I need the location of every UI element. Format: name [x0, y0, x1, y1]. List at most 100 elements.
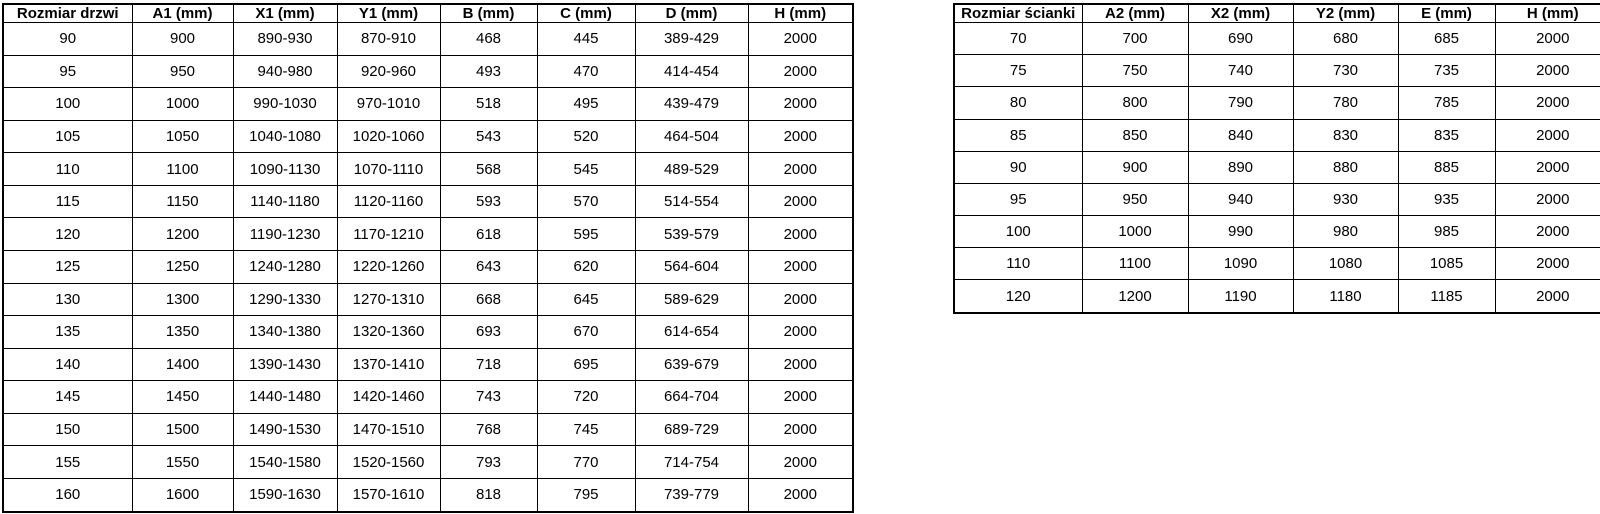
table-cell: 1200	[131, 217, 234, 251]
table-cell: 545	[536, 152, 636, 186]
table-cell: 2000	[747, 445, 854, 479]
table-cell: 620	[536, 249, 636, 284]
table-cell: 110	[2, 152, 133, 186]
table-cell: 445	[536, 22, 636, 56]
table-cell: 900	[131, 22, 234, 56]
table-cell: 614-654	[634, 315, 749, 349]
table-row: 150 1500 1490-1530 1470-1510 768 745 689-729 20…	[2, 412, 854, 447]
table-cell: 2000	[747, 87, 854, 121]
table-cell: 1170-1210	[336, 217, 441, 251]
table-cell: 1220-1260	[336, 249, 441, 284]
table-cell: 1340-1380	[232, 315, 338, 349]
table-cell: 1540-1580	[232, 445, 338, 479]
table-row: 160 1600 1590-1630 1570-1610 818 795 739-779 20…	[2, 477, 854, 513]
table-row: 145 1450 1440-1480 1420-1460 743 720 664-704 20…	[2, 380, 854, 414]
table-cell: 130	[2, 282, 133, 317]
table-cell: 595	[536, 217, 636, 251]
table-cell: 980	[1292, 215, 1399, 249]
table-cell: 414-454	[634, 54, 749, 89]
table-cell: 1350	[131, 315, 234, 349]
table-cell: 2000	[1494, 215, 1600, 249]
column-header: X1 (mm)	[232, 3, 338, 23]
table-cell: 1300	[131, 282, 234, 317]
table-cell: 2000	[747, 282, 854, 317]
table-cell: 543	[439, 119, 538, 154]
table-cell: 564-604	[634, 249, 749, 284]
table-cell: 1200	[1081, 279, 1189, 314]
table-cell: 830	[1292, 118, 1399, 152]
table-cell: 155	[2, 445, 133, 479]
table-cell: 464-504	[634, 119, 749, 154]
table-cell: 389-429	[634, 22, 749, 56]
table-cell: 145	[2, 380, 133, 414]
table-row: 95 950 940 930 935 2000	[953, 182, 1600, 217]
table-cell: 850	[1081, 118, 1189, 152]
table-cell: 885	[1397, 150, 1496, 184]
table-cell: 695	[536, 347, 636, 382]
column-header: B (mm)	[439, 3, 538, 23]
table-row: 135 1350 1340-1380 1320-1360 693 670 614-654 20…	[2, 315, 854, 349]
table-cell: 2000	[1494, 150, 1600, 184]
table-cell: 890-930	[232, 22, 338, 56]
table-cell: 668	[439, 282, 538, 317]
table-cell: 539-579	[634, 217, 749, 251]
table-cell: 1120-1160	[336, 184, 441, 219]
table-cell: 880	[1292, 150, 1399, 184]
column-header: H (mm)	[1494, 3, 1600, 23]
table-cell: 100	[2, 87, 133, 121]
door-table-body: 90 900 890-930 870-910 468 445 389-429 2000 95 95…	[2, 22, 854, 513]
table-cell: 2000	[747, 315, 854, 349]
table-cell: 1550	[131, 445, 234, 479]
table-cell: 743	[439, 380, 538, 414]
table-cell: 770	[536, 445, 636, 479]
table-cell: 1290-1330	[232, 282, 338, 317]
table-cell: 2000	[1494, 182, 1600, 217]
table-cell: 1420-1460	[336, 380, 441, 414]
table-cell: 670	[536, 315, 636, 349]
table-row: 110 1100 1090 1080 1085 2000	[953, 247, 1600, 281]
table-cell: 643	[439, 249, 538, 284]
table-cell: 714-754	[634, 445, 749, 479]
table-cell: 90	[2, 22, 133, 56]
table-cell: 970-1010	[336, 87, 441, 121]
table-cell: 110	[953, 247, 1083, 281]
table-cell: 1000	[1081, 215, 1189, 249]
table-cell: 150	[2, 412, 133, 447]
table-row: 90 900 890-930 870-910 468 445 389-429 2000	[2, 22, 854, 56]
table-cell: 1370-1410	[336, 347, 441, 382]
table-cell: 1590-1630	[232, 477, 338, 513]
table-cell: 664-704	[634, 380, 749, 414]
table-cell: 1520-1560	[336, 445, 441, 479]
table-cell: 2000	[747, 184, 854, 219]
table-row: 140 1400 1390-1430 1370-1410 718 695 639-679 20…	[2, 347, 854, 382]
table-cell: 120	[953, 279, 1083, 314]
door-size-table: Rozmiar drzwi A1 (mm) X1 (mm) Y1 (mm) B (mm)…	[2, 3, 854, 513]
column-header: A2 (mm)	[1081, 3, 1189, 23]
table-cell: 1090-1130	[232, 152, 338, 186]
table-cell: 1180	[1292, 279, 1399, 314]
table-cell: 990	[1187, 215, 1294, 249]
table-cell: 2000	[747, 119, 854, 154]
table-row: 130 1300 1290-1330 1270-1310 668 645 589-629 20…	[2, 282, 854, 317]
table-cell: 493	[439, 54, 538, 89]
table-cell: 1000	[131, 87, 234, 121]
table-cell: 95	[953, 182, 1083, 217]
table-cell: 985	[1397, 215, 1496, 249]
table-cell: 80	[953, 86, 1083, 120]
table-cell: 2000	[1494, 86, 1600, 120]
table-cell: 689-729	[634, 412, 749, 447]
table-cell: 740	[1187, 54, 1294, 88]
column-header: Y2 (mm)	[1292, 3, 1399, 23]
table-cell: 439-479	[634, 87, 749, 121]
table-cell: 135	[2, 315, 133, 349]
table-cell: 739-779	[634, 477, 749, 513]
table-row: 70 700 690 680 685 2000	[953, 21, 1600, 56]
table-cell: 2000	[1494, 118, 1600, 152]
table-cell: 589-629	[634, 282, 749, 317]
table-cell: 120	[2, 217, 133, 251]
table-cell: 735	[1397, 54, 1496, 88]
column-header: X2 (mm)	[1187, 3, 1294, 23]
table-cell: 1570-1610	[336, 477, 441, 513]
table-cell: 1500	[131, 412, 234, 447]
